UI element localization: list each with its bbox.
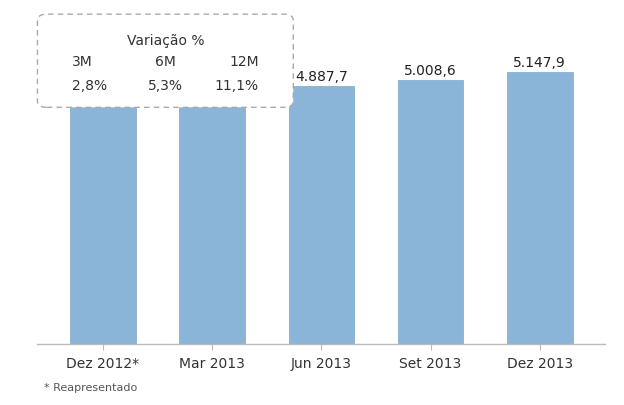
- Bar: [398, 80, 463, 344]
- Text: 4.887,7: 4.887,7: [295, 70, 348, 84]
- Text: * Reapresentado: * Reapresentado: [44, 383, 137, 393]
- Text: 3M: 3M: [72, 55, 92, 69]
- Text: 4.634,6: 4.634,6: [77, 83, 129, 98]
- Text: Variação %: Variação %: [127, 34, 204, 49]
- Text: 2,8%: 2,8%: [72, 79, 107, 93]
- Text: 5.147,9: 5.147,9: [514, 56, 566, 70]
- Bar: [70, 100, 135, 344]
- Bar: [288, 86, 354, 344]
- Text: 4.779,2: 4.779,2: [186, 76, 238, 90]
- Bar: [180, 92, 245, 344]
- Text: 11,1%: 11,1%: [215, 79, 259, 93]
- Text: 6M: 6M: [155, 55, 176, 69]
- Text: 5,3%: 5,3%: [148, 79, 183, 93]
- Bar: [507, 72, 573, 344]
- Text: 5.008,6: 5.008,6: [404, 64, 457, 78]
- Text: 12M: 12M: [230, 55, 259, 69]
